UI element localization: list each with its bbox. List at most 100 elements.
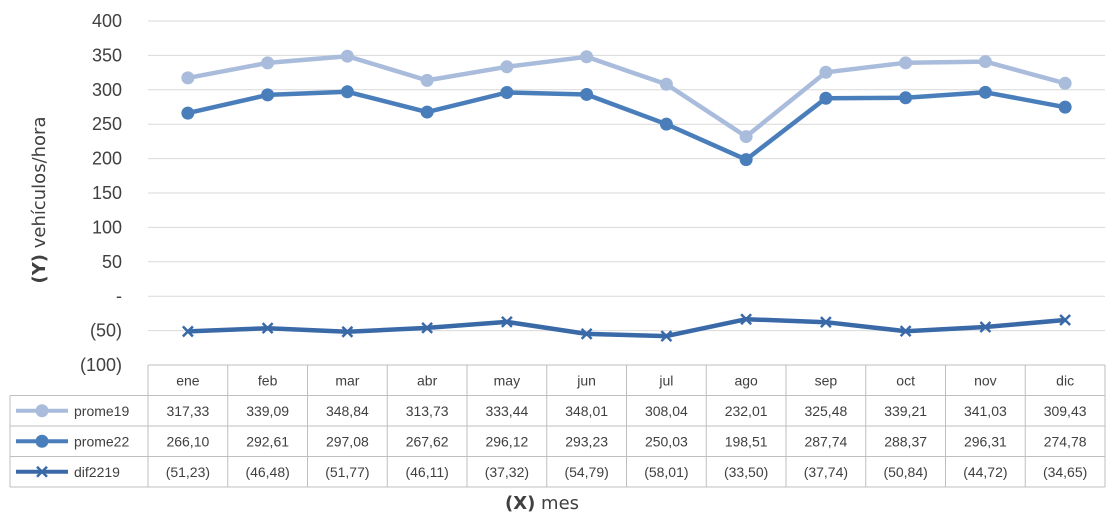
- marker-stroke: [421, 322, 434, 334]
- data-label: 348,84: [326, 403, 369, 419]
- x-tick-label: may: [494, 372, 520, 388]
- data-label: (37,32): [485, 464, 529, 480]
- legend-label: dif2219: [74, 464, 120, 480]
- series-prome19: [181, 49, 1072, 144]
- y-tick-label: (100): [80, 355, 122, 375]
- series-line: [187, 89, 1066, 162]
- data-label: (44,72): [963, 464, 1007, 480]
- data-label: (58,01): [644, 464, 688, 480]
- data-point: [181, 325, 194, 338]
- data-label: 232,01: [725, 403, 768, 419]
- gridlines: [148, 20, 1105, 332]
- y-tick-label: 100: [92, 217, 122, 237]
- data-label: (33,50): [724, 464, 768, 480]
- x-tick-label: mar: [335, 372, 359, 388]
- data-point: [659, 77, 673, 91]
- data-label: 293,23: [565, 433, 608, 449]
- y-axis-title-rest: vehículos/hora: [29, 117, 50, 254]
- y-axis-title-bold: (Y): [29, 254, 50, 284]
- x-tick-label: feb: [258, 372, 278, 388]
- data-label: 250,03: [645, 433, 688, 449]
- data-label: 308,04: [645, 403, 688, 419]
- data-label: 341,03: [964, 403, 1007, 419]
- legend-label: prome19: [74, 403, 129, 419]
- y-axis-title: (Y) vehículos/hora: [29, 117, 50, 284]
- y-axis-ticks: 400 350 300 250 200 150 100 50 - (50) (100): [80, 11, 122, 375]
- marker-stroke: [181, 325, 194, 338]
- legend-key-marker: [35, 434, 49, 448]
- data-label: 198,51: [725, 433, 768, 449]
- data-point: [819, 91, 833, 105]
- data-label: 296,31: [964, 433, 1007, 449]
- data-label: 348,01: [565, 403, 608, 419]
- data-label: 339,09: [246, 403, 289, 419]
- data-label: (46,11): [405, 464, 448, 480]
- data-label: (34,65): [1043, 464, 1087, 480]
- data-label: 274,78: [1044, 433, 1087, 449]
- marker-stroke: [899, 325, 912, 338]
- marker-stroke: [500, 315, 513, 328]
- x-tick-label: jun: [576, 372, 596, 388]
- data-label: (51,23): [166, 464, 210, 480]
- data-point: [580, 87, 594, 101]
- series-dif2219: [181, 313, 1072, 342]
- y-tick-label: 150: [92, 183, 122, 203]
- data-label: (37,74): [804, 464, 848, 480]
- legend-key-marker: [36, 465, 48, 478]
- y-tick-label: 400: [92, 11, 122, 31]
- x-tick-label: jul: [658, 372, 673, 388]
- data-label: (51,77): [325, 464, 369, 480]
- series-line: [187, 53, 1066, 139]
- data-point: [580, 328, 593, 340]
- data-point: [261, 56, 275, 70]
- x-tick-label: dic: [1056, 372, 1074, 388]
- data-point: [181, 106, 195, 120]
- data-point: [659, 117, 673, 131]
- legend-key-marker: [35, 404, 49, 418]
- data-label: 309,43: [1044, 403, 1087, 419]
- data-label: 267,62: [406, 433, 449, 449]
- data-point: [500, 85, 514, 99]
- data-point: [899, 91, 913, 105]
- marker-stroke: [740, 313, 753, 326]
- y-tick-label: 250: [92, 114, 122, 134]
- data-point: [340, 85, 354, 99]
- data-point: [819, 65, 833, 79]
- data-label: 296,12: [485, 433, 528, 449]
- x-axis-title: (X) mes: [505, 493, 579, 514]
- data-point: [739, 153, 753, 167]
- data-point: [978, 55, 992, 69]
- data-label: 333,44: [485, 403, 528, 419]
- data-point: [500, 315, 513, 328]
- data-label: (46,48): [245, 464, 289, 480]
- y-tick-label: (50): [90, 321, 122, 341]
- y-tick-label: 200: [92, 149, 122, 169]
- x-tick-label: oct: [896, 372, 915, 388]
- data-label: 339,21: [884, 403, 927, 419]
- x-tick-label: nov: [974, 372, 997, 388]
- data-point: [420, 105, 434, 119]
- data-label: 317,33: [166, 403, 209, 419]
- marker-stroke: [660, 330, 673, 342]
- data-point: [340, 49, 354, 63]
- data-table: ene feb mar abr may jun jul ago sep oct nov dic prom…: [9, 364, 1106, 488]
- y-tick-label: 300: [92, 80, 122, 100]
- data-point: [261, 322, 274, 335]
- marker-stroke: [979, 321, 992, 333]
- data-point: [500, 60, 514, 74]
- data-point: [740, 313, 753, 326]
- x-tick-label: ago: [734, 372, 758, 388]
- data-label: 325,48: [804, 403, 847, 419]
- data-label: 297,08: [326, 433, 369, 449]
- data-point: [341, 325, 354, 338]
- series-prome22: [181, 85, 1072, 167]
- data-label: 287,74: [804, 433, 847, 449]
- data-label: (54,79): [564, 464, 608, 480]
- data-point: [420, 73, 434, 87]
- x-axis-title-bold: (X): [505, 493, 535, 514]
- data-point: [580, 50, 594, 64]
- x-tick-label: sep: [815, 372, 838, 388]
- x-tick-label: abr: [417, 372, 438, 388]
- data-label: 288,37: [884, 433, 927, 449]
- data-point: [1058, 76, 1072, 90]
